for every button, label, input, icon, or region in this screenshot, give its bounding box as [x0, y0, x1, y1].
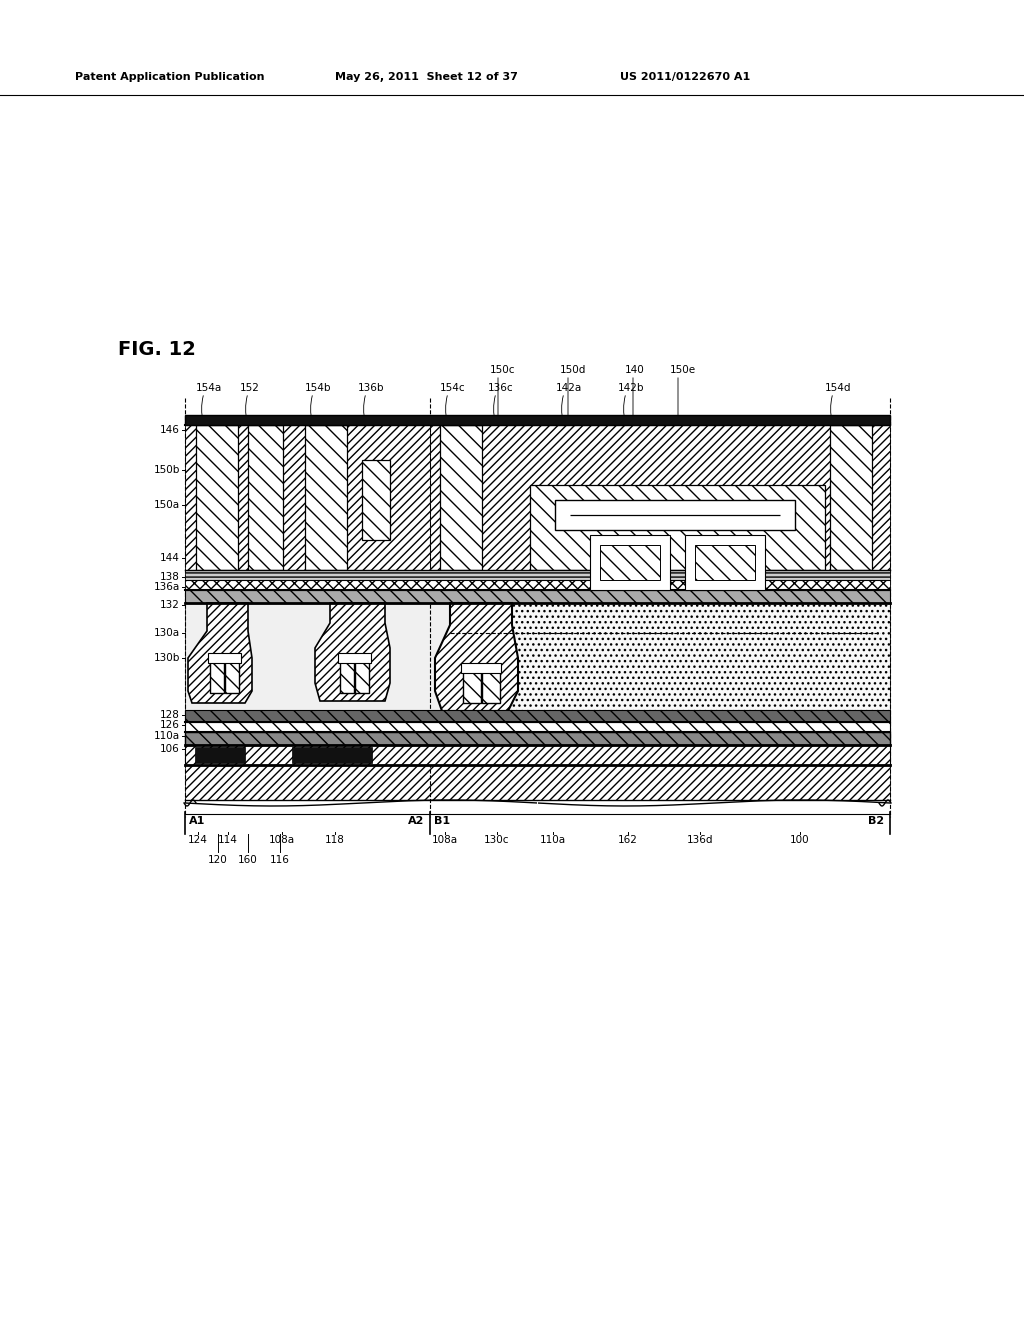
- Text: 140: 140: [625, 366, 645, 375]
- Text: A1: A1: [189, 816, 206, 826]
- Bar: [340, 661, 354, 693]
- Text: 120: 120: [208, 855, 228, 865]
- Text: 154d: 154d: [825, 383, 852, 393]
- Text: 154a: 154a: [196, 383, 222, 393]
- Bar: [555, 500, 795, 531]
- Text: 162: 162: [618, 836, 638, 845]
- Bar: [248, 425, 283, 570]
- Bar: [196, 425, 238, 570]
- Text: 150e: 150e: [670, 366, 696, 375]
- Text: 142a: 142a: [556, 383, 583, 393]
- Text: 136b: 136b: [358, 383, 384, 393]
- Bar: [208, 653, 241, 663]
- Text: FIG. 12: FIG. 12: [118, 341, 196, 359]
- Bar: [338, 653, 371, 663]
- Text: 144: 144: [160, 553, 180, 564]
- Bar: [210, 661, 224, 693]
- Text: 110a: 110a: [154, 731, 180, 741]
- Text: 150c: 150c: [490, 366, 515, 375]
- Bar: [590, 535, 670, 590]
- Bar: [450, 603, 890, 710]
- Bar: [185, 590, 890, 603]
- Bar: [305, 425, 347, 570]
- Text: US 2011/0122670 A1: US 2011/0122670 A1: [620, 73, 751, 82]
- Text: 108a: 108a: [432, 836, 458, 845]
- Text: 138: 138: [160, 572, 180, 582]
- Polygon shape: [315, 603, 390, 701]
- Bar: [185, 710, 890, 722]
- Text: B1: B1: [434, 816, 451, 826]
- Text: 136c: 136c: [488, 383, 514, 393]
- Bar: [225, 661, 239, 693]
- Bar: [430, 425, 890, 570]
- Text: 116: 116: [270, 855, 290, 865]
- Text: 118: 118: [325, 836, 345, 845]
- Bar: [195, 747, 245, 763]
- Text: 136a: 136a: [154, 582, 180, 591]
- Bar: [461, 663, 501, 673]
- Text: 100: 100: [791, 836, 810, 845]
- Text: 160: 160: [239, 855, 258, 865]
- Bar: [185, 722, 890, 733]
- Text: 124: 124: [188, 836, 208, 845]
- Text: 130a: 130a: [154, 628, 180, 638]
- Text: 146: 146: [160, 425, 180, 436]
- Bar: [185, 733, 890, 744]
- Text: 114: 114: [218, 836, 238, 845]
- Text: Patent Application Publication: Patent Application Publication: [75, 73, 264, 82]
- Text: 108a: 108a: [269, 836, 295, 845]
- Text: 130c: 130c: [484, 836, 510, 845]
- Bar: [355, 661, 369, 693]
- Bar: [530, 484, 825, 570]
- Text: A2: A2: [408, 816, 424, 826]
- Text: 130b: 130b: [154, 653, 180, 663]
- Text: 106: 106: [160, 744, 180, 754]
- Bar: [830, 425, 872, 570]
- Text: 142b: 142b: [618, 383, 644, 393]
- Bar: [185, 579, 890, 590]
- Bar: [482, 671, 500, 704]
- Polygon shape: [435, 603, 518, 711]
- Text: 150a: 150a: [154, 500, 180, 510]
- Bar: [185, 414, 890, 425]
- Text: May 26, 2011  Sheet 12 of 37: May 26, 2011 Sheet 12 of 37: [335, 73, 518, 82]
- Text: 150d: 150d: [560, 366, 587, 375]
- Bar: [185, 425, 430, 570]
- Bar: [292, 747, 372, 763]
- Text: 154b: 154b: [305, 383, 332, 393]
- Bar: [185, 570, 890, 579]
- Text: 110a: 110a: [540, 836, 566, 845]
- Text: 126: 126: [160, 719, 180, 730]
- Bar: [185, 744, 890, 766]
- Text: 132: 132: [160, 601, 180, 610]
- Bar: [600, 545, 660, 579]
- Text: 154c: 154c: [440, 383, 466, 393]
- Bar: [362, 459, 390, 540]
- Bar: [463, 671, 481, 704]
- Text: 152: 152: [240, 383, 260, 393]
- Bar: [695, 545, 755, 579]
- Text: 128: 128: [160, 710, 180, 719]
- Bar: [185, 603, 890, 710]
- Bar: [440, 425, 482, 570]
- Bar: [685, 535, 765, 590]
- Text: 150b: 150b: [154, 465, 180, 475]
- Polygon shape: [188, 603, 252, 704]
- Bar: [185, 766, 890, 800]
- Text: B2: B2: [868, 816, 884, 826]
- Text: 136d: 136d: [687, 836, 714, 845]
